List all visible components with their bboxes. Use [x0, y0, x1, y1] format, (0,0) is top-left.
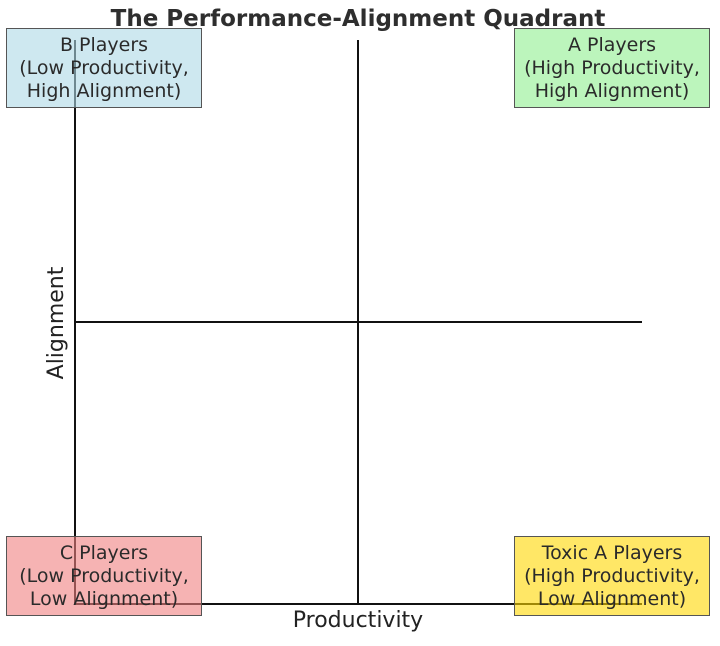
- quadrant-line-2: Low Alignment): [537, 587, 687, 610]
- quadrant-c-players: C Players (Low Productivity, Low Alignme…: [6, 536, 202, 616]
- quadrant-a-players: A Players (High Productivity, High Align…: [514, 28, 710, 108]
- quadrant-line-2: High Alignment): [26, 79, 182, 102]
- diagram-title: The Performance-Alignment Quadrant: [110, 6, 606, 32]
- quadrant-line-1: (Low Productivity,: [19, 564, 189, 587]
- quadrant-line-1: (Low Productivity,: [19, 56, 189, 79]
- quadrant-title: Toxic A Players: [541, 541, 683, 564]
- quadrant-title: C Players: [59, 541, 149, 564]
- quadrant-title: A Players: [567, 33, 657, 56]
- quadrant-title: B Players: [59, 33, 149, 56]
- quadrant-line-1: (High Productivity,: [524, 56, 700, 79]
- y-axis-label: Alignment: [44, 266, 69, 380]
- quadrant-line-2: Low Alignment): [29, 587, 179, 610]
- quadrant-line-1: (High Productivity,: [524, 564, 700, 587]
- quadrant-b-players: B Players (Low Productivity, High Alignm…: [6, 28, 202, 108]
- horizontal-divider: [74, 321, 642, 323]
- quadrant-toxic-a-players: Toxic A Players (High Productivity, Low …: [514, 536, 710, 616]
- quadrant-line-2: High Alignment): [534, 79, 690, 102]
- x-axis-label: Productivity: [292, 608, 424, 633]
